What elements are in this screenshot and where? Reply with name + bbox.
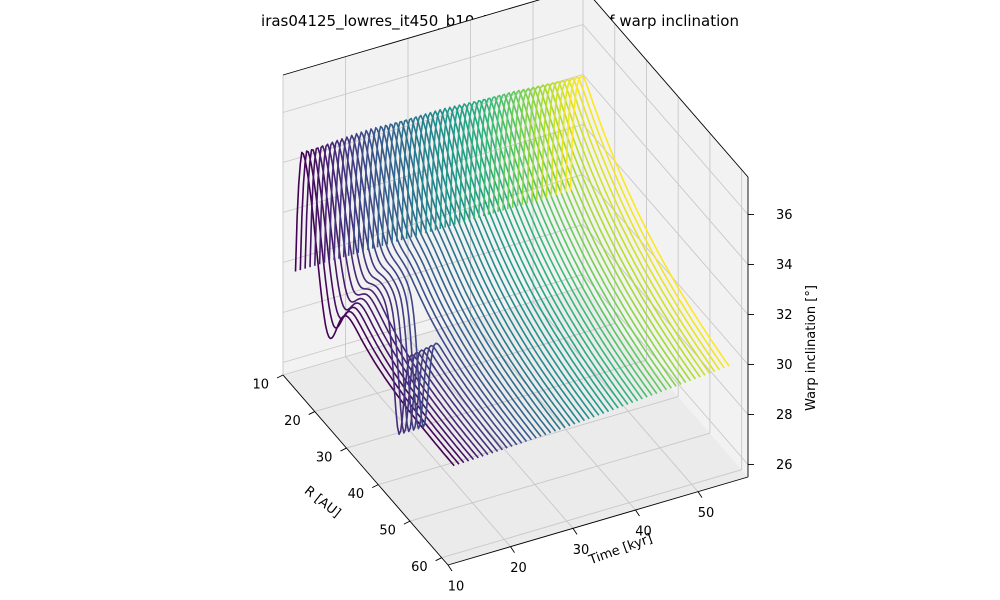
z-axis-label: Warp inclination [°] <box>804 285 819 411</box>
x-tick-label: 40 <box>348 487 365 502</box>
series-line <box>347 132 508 449</box>
grid-line-z <box>282 24 584 113</box>
series-line <box>294 151 455 467</box>
y-tick-mark <box>510 546 515 553</box>
x-tick-mark <box>308 411 315 415</box>
series-line <box>381 123 542 437</box>
series-line <box>328 139 489 456</box>
y-tick-label: 20 <box>510 561 527 576</box>
z-tick-label: 30 <box>776 358 793 373</box>
series-line <box>564 76 725 369</box>
z-tick-label: 28 <box>776 408 793 423</box>
grid-line-z <box>282 274 584 363</box>
series-line <box>391 120 552 434</box>
x-tick-label: 30 <box>316 451 333 466</box>
grid-line-z <box>582 174 749 365</box>
y-tick-mark <box>697 491 703 498</box>
z-tick-label: 26 <box>776 458 793 473</box>
series-line <box>323 141 484 457</box>
axis-lines <box>276 0 754 572</box>
grid-line-z <box>582 74 749 265</box>
x-tick-mark <box>371 484 379 489</box>
series-line <box>309 147 470 462</box>
series-line <box>333 138 494 454</box>
x-tick-mark <box>435 557 442 562</box>
grid-line-z <box>582 124 749 315</box>
series-line <box>371 125 532 441</box>
x-axis-line <box>282 374 449 566</box>
x-tick-mark <box>276 374 284 379</box>
y-tick-label: 30 <box>573 543 590 558</box>
grid-line-z <box>582 24 749 215</box>
series-line <box>560 77 721 371</box>
x-tick-label: 10 <box>252 378 269 393</box>
y-tick-label: 50 <box>698 506 715 521</box>
back-right-pane <box>583 0 748 477</box>
series-line <box>367 126 528 442</box>
series-line <box>314 145 475 461</box>
series-line <box>318 143 479 459</box>
data-curves <box>294 75 730 467</box>
series-line <box>386 122 547 436</box>
pane-edge <box>593 0 749 178</box>
series-line <box>362 128 523 444</box>
grid-line-y <box>345 356 511 547</box>
y-tick-mark <box>635 509 640 517</box>
x-tick-label: 20 <box>284 414 301 429</box>
series-line <box>550 80 711 374</box>
series-line <box>555 78 716 373</box>
y-tick-mark <box>572 528 578 535</box>
y-tick-label: 40 <box>635 525 652 540</box>
y-axis-label: Time [kyr] <box>586 531 654 568</box>
grid-line-z <box>282 224 584 313</box>
series-line <box>299 150 460 465</box>
series-line <box>304 149 465 464</box>
x-tick-label: 60 <box>411 560 428 575</box>
z-tick-label: 36 <box>776 208 793 223</box>
series-line <box>376 124 537 439</box>
x-axis-label: R [AU] <box>301 483 343 521</box>
x-tick-mark <box>403 520 411 525</box>
series-line <box>342 134 504 451</box>
x-tick-label: 50 <box>379 524 396 539</box>
pane-edge <box>282 0 541 76</box>
series-line <box>396 119 557 432</box>
tick-labels: 10 20 30 40 50 60 10 20 30 40 50 26 28 30 32 34 36 <box>252 208 792 595</box>
series-line <box>357 129 518 446</box>
series-line <box>338 136 499 453</box>
grid-line-z <box>582 224 749 415</box>
y-tick-mark <box>447 564 453 572</box>
x-tick-mark <box>340 447 347 452</box>
series-line <box>352 131 513 447</box>
series-line <box>569 75 730 367</box>
y-tick-label: 10 <box>448 580 465 595</box>
grid-lines <box>282 0 749 566</box>
z-tick-label: 34 <box>776 258 793 273</box>
z-tick-label: 32 <box>776 308 793 323</box>
